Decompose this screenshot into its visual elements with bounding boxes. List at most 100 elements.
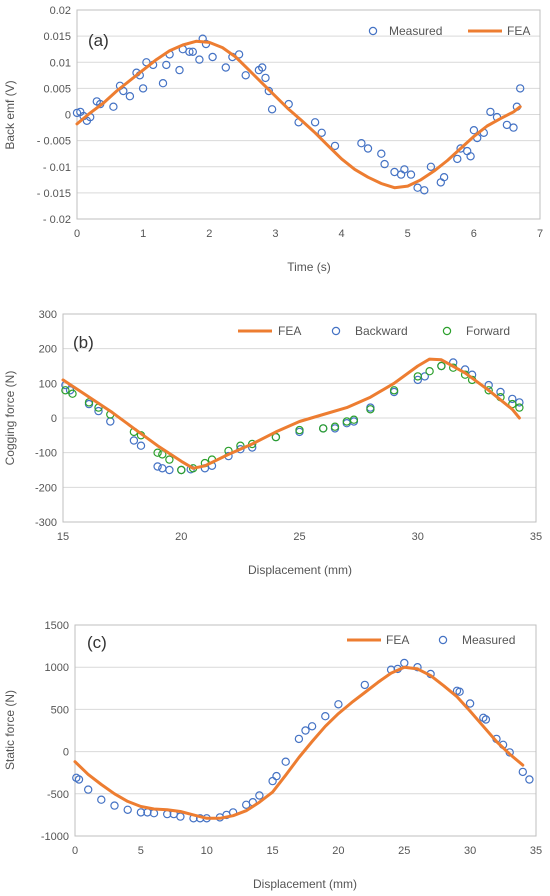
data-point-forward (413, 372, 422, 381)
data-point-backward (158, 464, 167, 473)
data-point-measured (176, 812, 185, 821)
data-point-measured (486, 107, 495, 117)
y-axis-title-b: Cogging force (N) (3, 371, 17, 466)
data-point-backward (94, 406, 103, 416)
plot-frame (62, 313, 537, 523)
y-tick-label: 0.015 (43, 31, 71, 43)
data-point-measured (255, 791, 264, 800)
x-tick-label: 5 (138, 845, 144, 857)
series-a (72, 34, 525, 195)
data-point-forward (425, 366, 434, 376)
chart-a: - 0.02 - 0.015 - 0.01 - 0.005 0 0.005 0.01 0.01… (3, 5, 543, 274)
data-point-measured (267, 105, 277, 114)
data-point-measured (281, 757, 290, 766)
y-tick-label: - 0.015 (37, 188, 71, 200)
ticks-a: - 0.02 - 0.015 - 0.01 - 0.005 0 0.005 0.01 0.01… (37, 5, 543, 240)
data-point-measured (466, 152, 475, 161)
data-point-backward (496, 387, 505, 397)
x-tick-label: 15 (266, 845, 278, 857)
data-point-measured (465, 699, 475, 708)
legend-c: FEA Measured (347, 633, 515, 647)
data-point-measured (453, 154, 462, 164)
x-tick-label: 1 (140, 228, 146, 240)
data-point-measured (185, 47, 194, 57)
x-tick-label: 2 (206, 228, 212, 240)
ticks-b: -300 -200 -100 0 100 200 300 15 20 25 30 35 (35, 309, 542, 543)
data-point-forward (349, 415, 359, 424)
x-tick-label: 0 (72, 845, 78, 857)
data-point-backward (165, 465, 174, 475)
data-point-measured (125, 91, 135, 101)
data-point-measured (83, 785, 93, 794)
data-point-measured (261, 73, 270, 83)
x-tick-label: 4 (339, 228, 345, 240)
data-point-measured (518, 767, 528, 777)
x-tick-label: 35 (530, 531, 542, 543)
data-point-measured (525, 775, 534, 784)
data-point-measured (426, 162, 436, 171)
data-point-measured (380, 159, 389, 169)
x-axis-title-a: Time (s) (287, 260, 331, 274)
series-line-fea (75, 39, 522, 190)
series-line-fea (73, 665, 525, 820)
legend-swatch-backward (331, 326, 341, 336)
data-point-measured (162, 60, 171, 70)
panel-label-b: (b) (73, 333, 94, 352)
data-point-measured (258, 63, 267, 72)
data-point-measured (321, 711, 330, 721)
y-tick-label: 1500 (45, 620, 69, 632)
y-tick-label: 0 (65, 110, 71, 122)
x-tick-label: 20 (175, 531, 187, 543)
y-tick-label: 200 (39, 344, 57, 356)
data-point-measured (74, 775, 84, 784)
data-point-measured (360, 680, 369, 690)
data-point-measured (317, 128, 326, 137)
y-tick-label: -300 (35, 517, 57, 529)
data-point-measured (439, 172, 449, 182)
data-point-measured (455, 687, 464, 696)
x-tick-label: 0 (74, 228, 80, 240)
y-tick-label: 1000 (45, 662, 69, 674)
x-tick-label: 35 (530, 845, 542, 857)
data-point-measured (469, 125, 479, 135)
legend-swatch-forward (442, 326, 452, 336)
y-tick-label: 500 (51, 704, 69, 716)
legend-label-fea: FEA (507, 24, 530, 38)
data-point-forward (515, 403, 524, 412)
data-point-forward (177, 465, 186, 475)
data-point-measured (301, 726, 310, 735)
data-point-forward (437, 361, 446, 371)
data-point-measured (175, 65, 184, 75)
x-axis-title-c: Displacement (mm) (253, 877, 357, 891)
chart-c: -1000 -500 0 500 1000 1500 0 5 10 15 20 25 30 35 FEA M… (3, 620, 542, 891)
ticks-c: -1000 -500 0 500 1000 1500 0 5 10 15 20 25 30 35 (41, 620, 542, 857)
data-point-measured (294, 734, 304, 744)
series-b (61, 357, 524, 475)
data-point-measured (72, 108, 82, 118)
data-point-forward (484, 386, 493, 395)
legend-swatch-measured (438, 635, 448, 645)
data-point-measured (97, 795, 106, 804)
legend-label-measured: Measured (462, 633, 515, 647)
x-tick-label: 25 (293, 531, 305, 543)
y-tick-label: 0.005 (43, 83, 71, 95)
data-point-measured (264, 86, 273, 96)
legend-label-backward: Backward (355, 324, 408, 338)
data-point-measured (110, 801, 119, 810)
y-tick-label: 0 (63, 747, 69, 759)
y-tick-label: 100 (39, 378, 57, 390)
data-point-forward (389, 386, 399, 395)
x-tick-label: 15 (57, 531, 69, 543)
x-tick-label: 3 (272, 228, 278, 240)
x-tick-label: 20 (332, 845, 344, 857)
data-point-measured (400, 658, 409, 668)
data-point-measured (221, 63, 230, 72)
data-point-forward (295, 425, 304, 435)
grid-a (76, 9, 541, 220)
data-point-measured (268, 776, 277, 786)
data-point-measured (272, 771, 281, 781)
y-tick-label: 0 (51, 413, 57, 425)
legend-label-fea: FEA (278, 324, 301, 338)
x-tick-label: 30 (464, 845, 476, 857)
data-point-measured (158, 78, 168, 88)
